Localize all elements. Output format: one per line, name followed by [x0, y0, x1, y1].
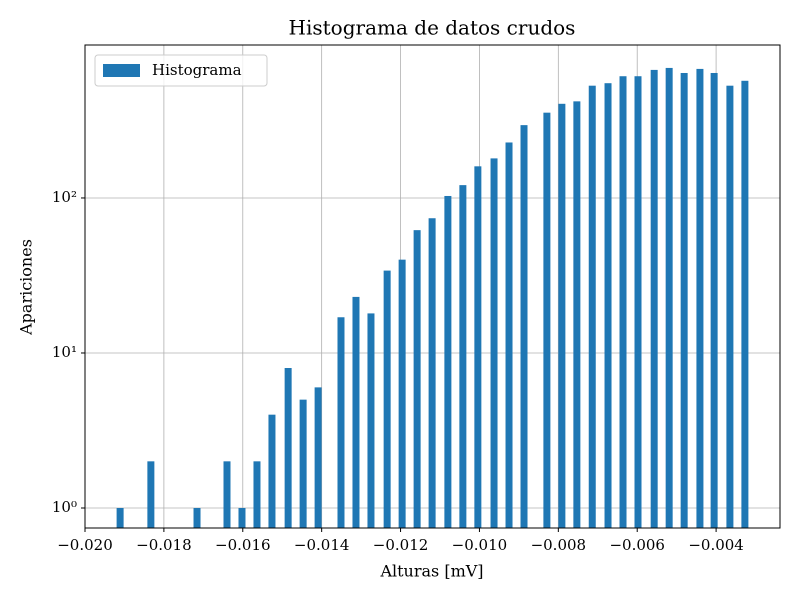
bar	[573, 101, 581, 529]
bar	[223, 461, 231, 528]
bar	[490, 158, 498, 529]
bar	[474, 166, 482, 528]
bar	[337, 317, 345, 528]
x-tick-label: −0.006	[609, 536, 665, 554]
y-tick-label: 10¹	[52, 343, 77, 361]
bar	[284, 368, 292, 528]
x-tick-label: −0.014	[294, 536, 350, 554]
x-tick-label: −0.018	[136, 536, 192, 554]
bar	[680, 72, 688, 528]
y-tick-label: 10²	[52, 188, 77, 206]
bar	[116, 508, 124, 528]
bar	[268, 414, 276, 528]
bar	[383, 270, 391, 528]
bar	[696, 68, 704, 528]
legend-label: Histograma	[152, 61, 242, 79]
bar	[299, 399, 307, 528]
bar	[726, 85, 734, 528]
bar	[634, 76, 642, 528]
bar	[444, 195, 452, 528]
bar	[147, 461, 155, 528]
bar	[253, 461, 261, 528]
x-axis-label: Alturas [mV]	[379, 562, 483, 581]
plot-frame	[84, 44, 781, 529]
chart-title: Histograma de datos crudos	[289, 16, 576, 40]
bar	[352, 296, 360, 528]
bar	[604, 83, 612, 529]
y-axis-label: Apariciones	[17, 239, 36, 336]
y-tick-label: 10⁰	[52, 498, 77, 516]
bar	[619, 76, 627, 528]
bar	[398, 259, 406, 528]
bar	[520, 125, 528, 528]
bar	[428, 218, 436, 528]
x-tick-label: −0.012	[373, 536, 429, 554]
bar	[710, 72, 718, 528]
x-tick-label: −0.016	[215, 536, 271, 554]
bar	[238, 508, 246, 528]
bar	[558, 103, 566, 528]
x-tick-label: −0.008	[531, 536, 587, 554]
bar	[413, 230, 421, 528]
bar	[650, 69, 658, 528]
legend-box	[94, 54, 268, 87]
x-tick-label: −0.020	[57, 536, 113, 554]
bar	[193, 508, 201, 528]
x-tick-label: −0.004	[688, 536, 744, 554]
bar	[367, 313, 375, 528]
bar	[459, 185, 467, 528]
bar	[314, 387, 322, 528]
bar	[543, 112, 551, 528]
bar	[588, 85, 596, 528]
legend-swatch	[103, 64, 140, 77]
bar	[665, 67, 673, 529]
x-tick-label: −0.010	[452, 536, 508, 554]
bar	[505, 142, 513, 529]
bar	[741, 80, 749, 528]
